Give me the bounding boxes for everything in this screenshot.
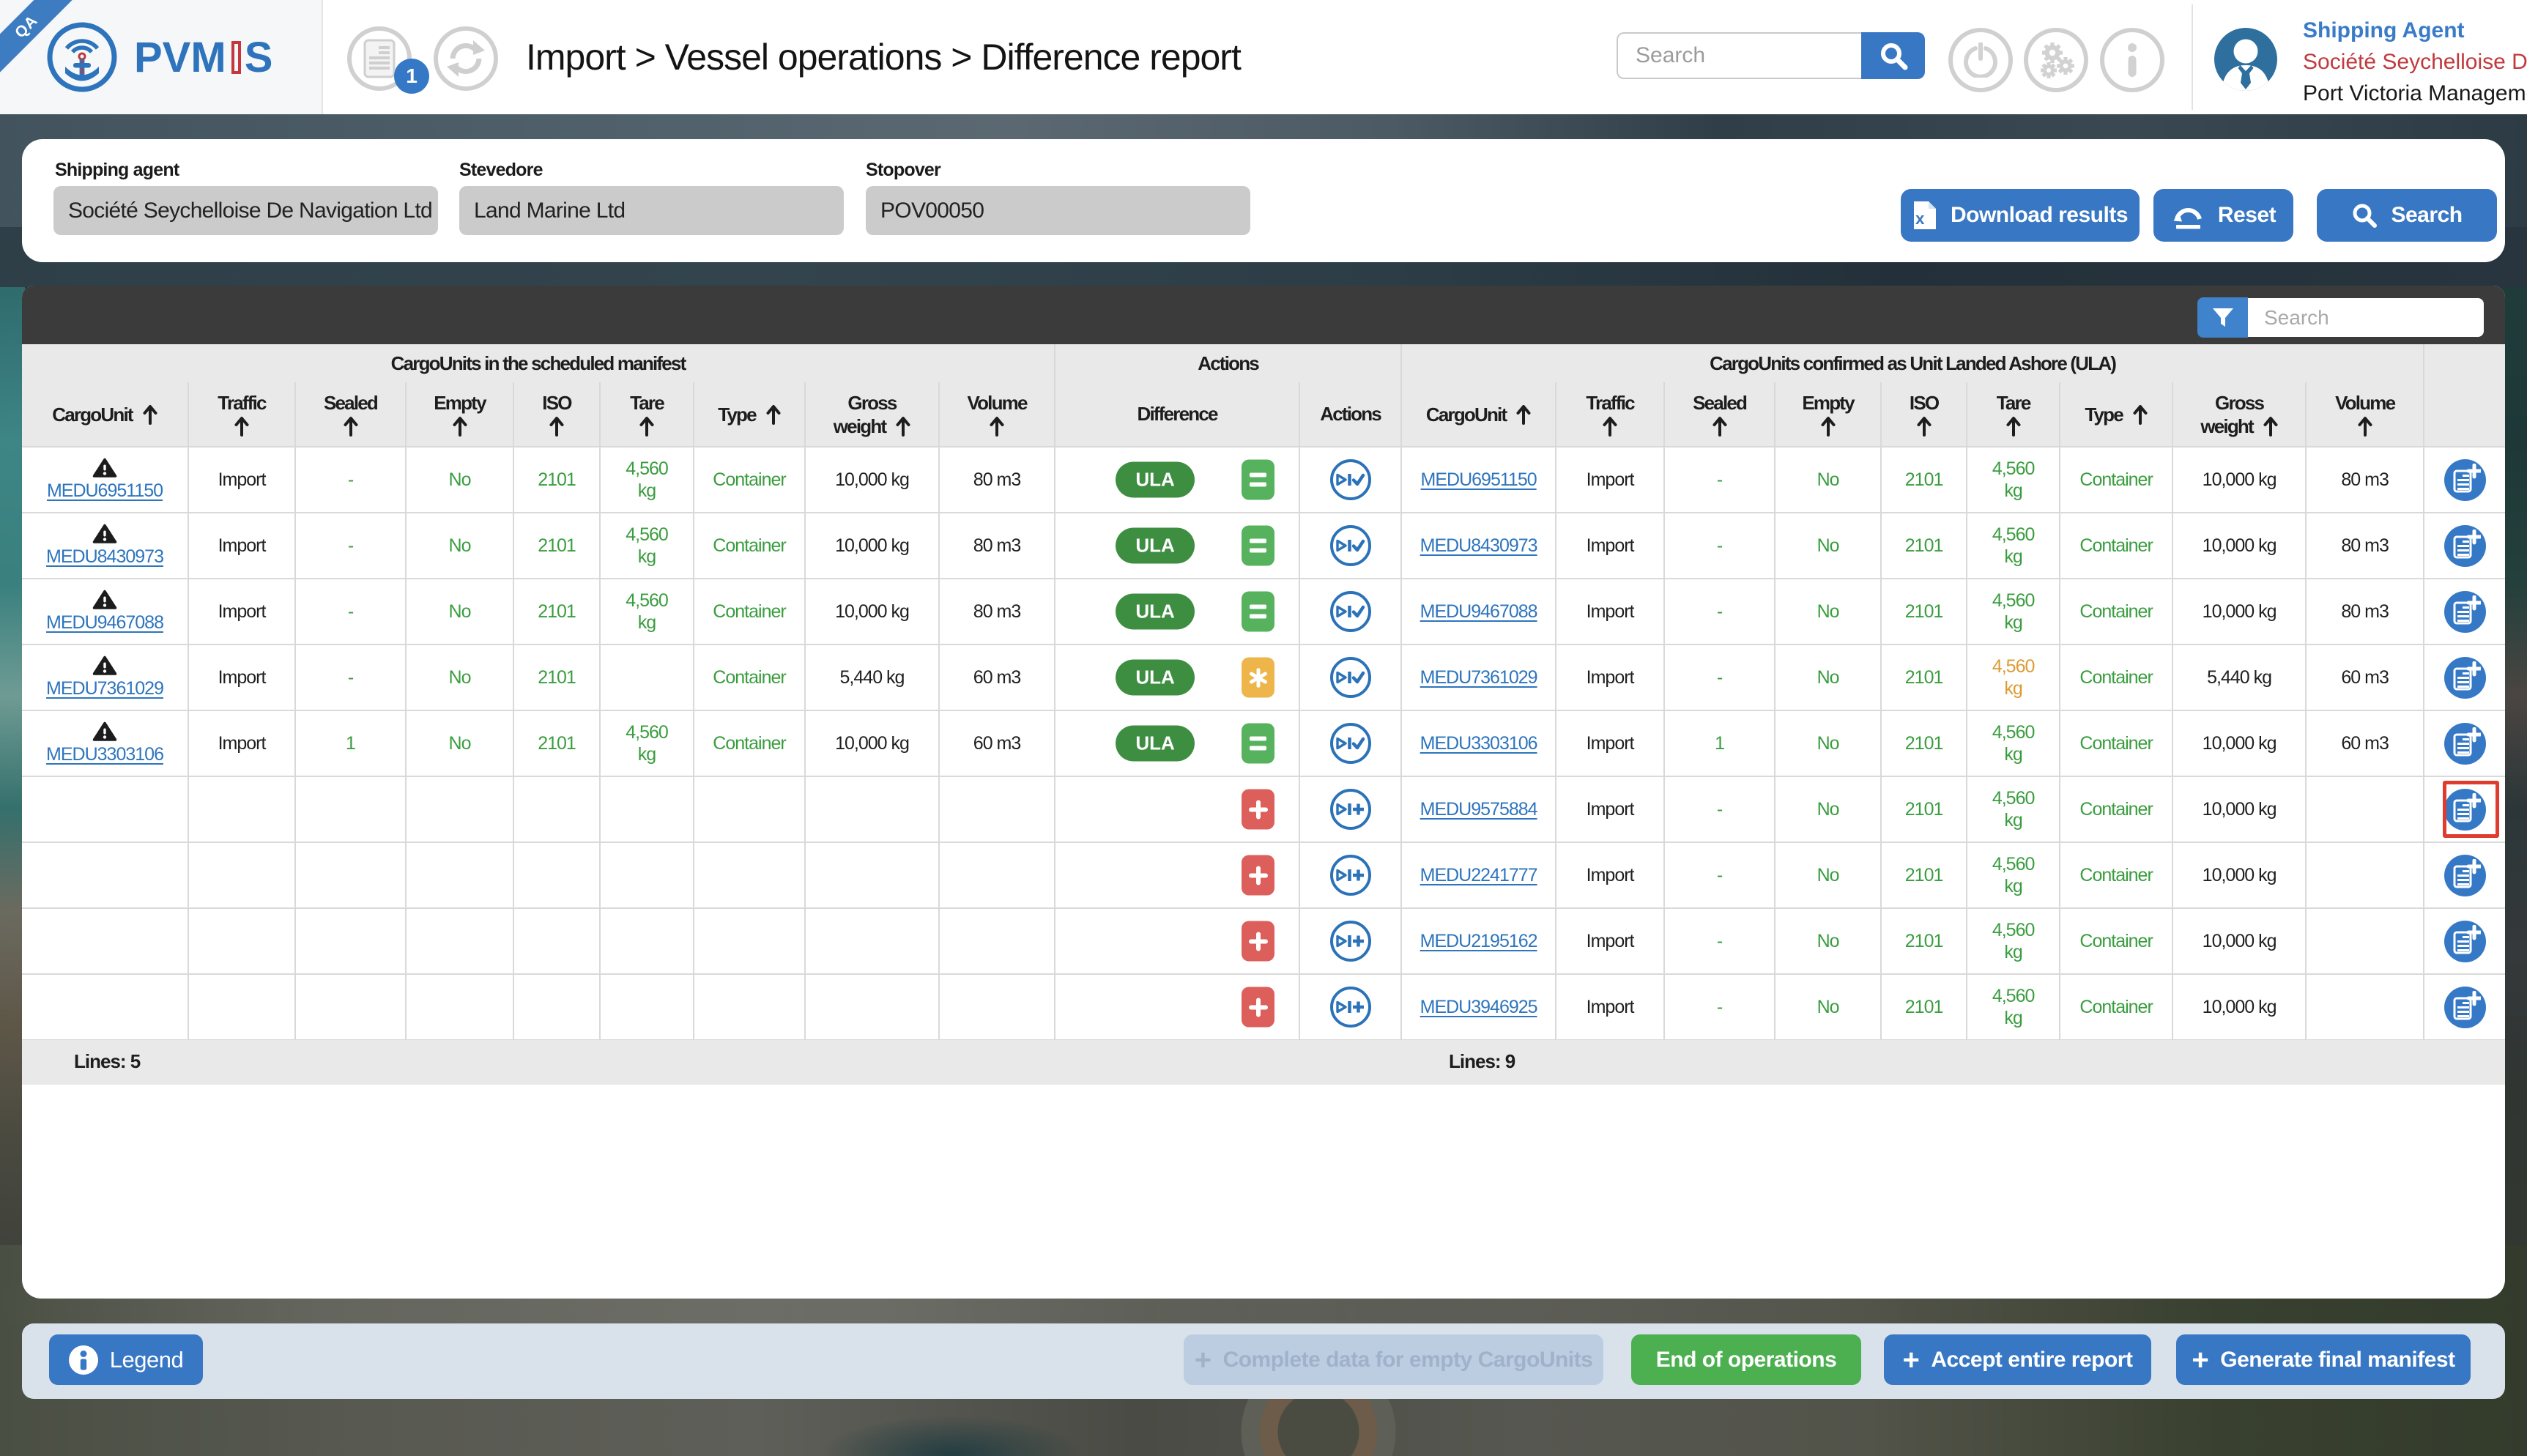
svg-text:x: x xyxy=(1915,209,1925,228)
